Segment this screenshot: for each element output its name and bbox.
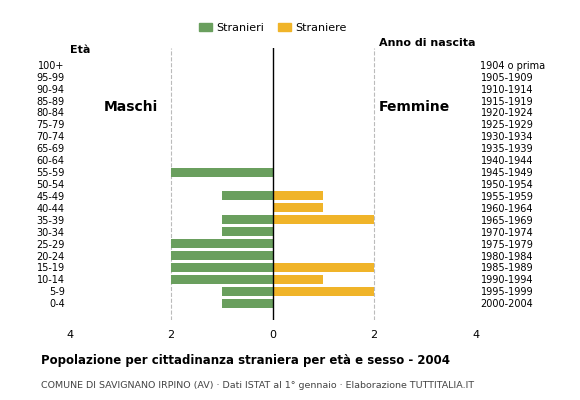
Bar: [171, 251, 273, 260]
Bar: [273, 287, 374, 296]
Text: COMUNE DI SAVIGNANO IRPINO (AV) · Dati ISTAT al 1° gennaio · Elaborazione TUTTIT: COMUNE DI SAVIGNANO IRPINO (AV) · Dati I…: [41, 381, 474, 390]
Bar: [222, 215, 273, 224]
Bar: [222, 227, 273, 236]
Text: Anno di nascita: Anno di nascita: [379, 38, 476, 48]
Bar: [222, 287, 273, 296]
Bar: [171, 263, 273, 272]
Bar: [273, 263, 374, 272]
Bar: [273, 215, 374, 224]
Text: Maschi: Maschi: [103, 100, 158, 114]
Bar: [171, 239, 273, 248]
Legend: Stranieri, Straniere: Stranieri, Straniere: [194, 18, 351, 37]
Text: Femmine: Femmine: [379, 100, 450, 114]
Bar: [171, 275, 273, 284]
Text: Popolazione per cittadinanza straniera per età e sesso - 2004: Popolazione per cittadinanza straniera p…: [41, 354, 450, 367]
Text: Età: Età: [70, 45, 90, 55]
Bar: [222, 299, 273, 308]
Bar: [171, 168, 273, 176]
Bar: [222, 192, 273, 200]
Bar: [273, 275, 324, 284]
Bar: [273, 192, 324, 200]
Bar: [273, 203, 324, 212]
